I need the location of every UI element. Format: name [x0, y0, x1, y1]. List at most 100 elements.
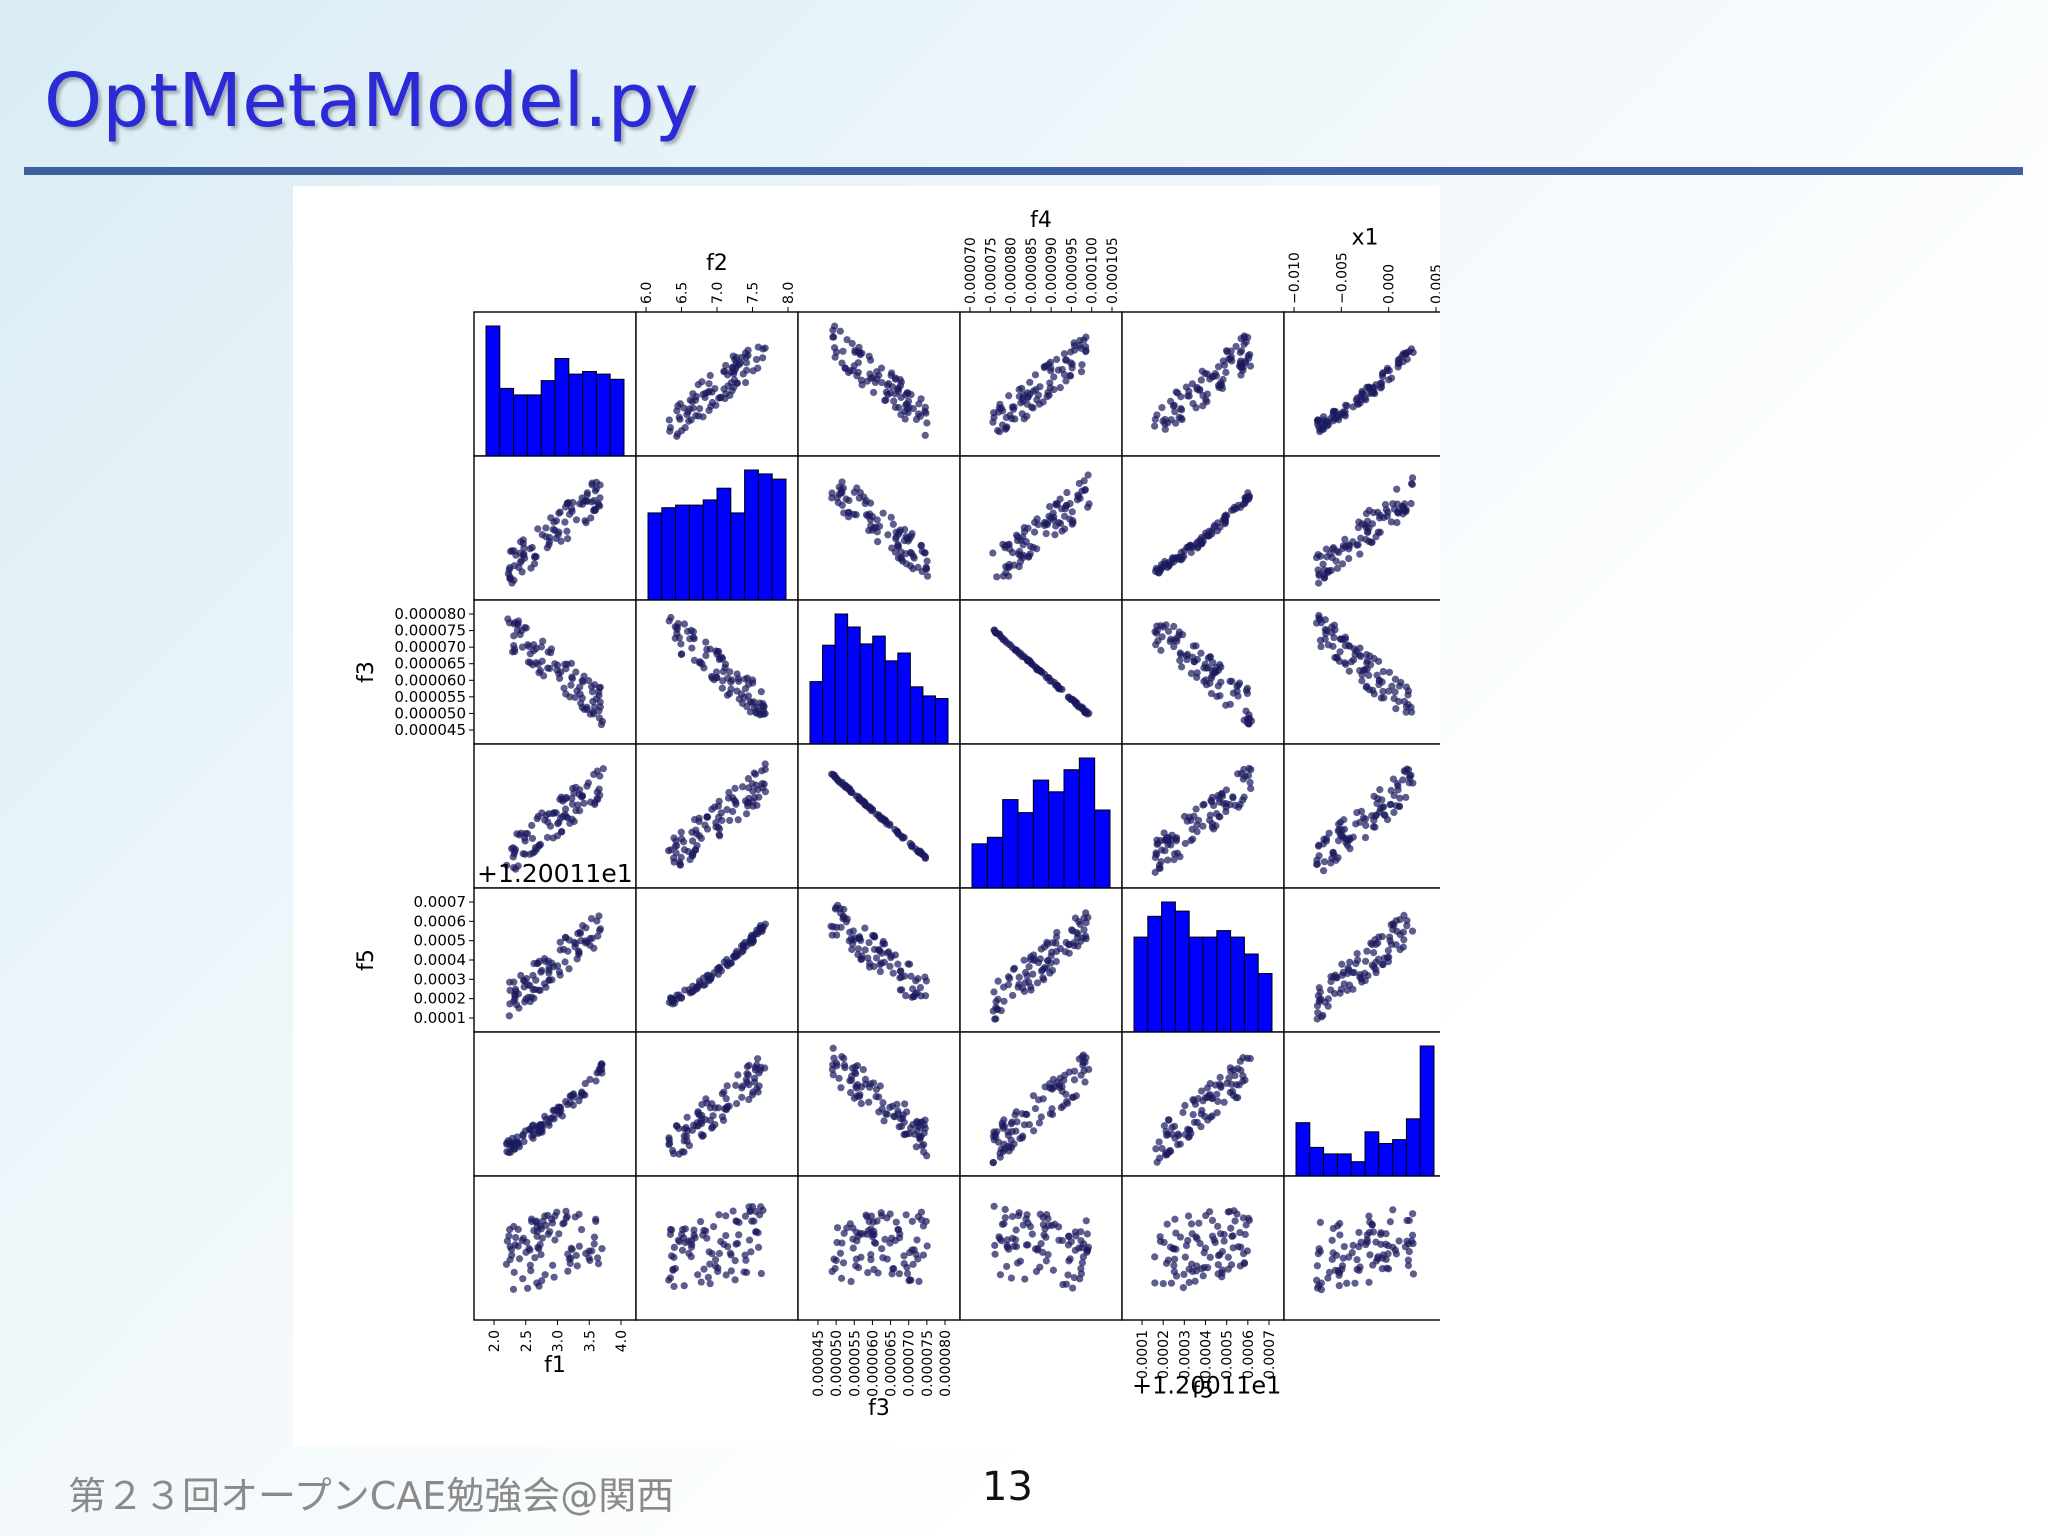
- scatter-point: [1314, 416, 1322, 424]
- scatter-point: [1362, 396, 1370, 404]
- scatter-point: [711, 803, 719, 811]
- axis-tick-label: 0.0007: [414, 893, 467, 911]
- scatter-point: [837, 909, 845, 917]
- scatter-point: [1375, 933, 1383, 941]
- scatter-point: [694, 1108, 702, 1116]
- scatter-point: [829, 1044, 837, 1052]
- scatter-point: [1386, 1218, 1394, 1226]
- scatter-point: [589, 506, 598, 515]
- scatter-point: [719, 677, 727, 685]
- scatter-point: [1062, 377, 1070, 385]
- scatter-point: [1192, 805, 1200, 813]
- scatter-point: [1331, 971, 1339, 979]
- scatter-point: [879, 1254, 887, 1262]
- scatter-point: [1062, 502, 1070, 510]
- scatter-point: [714, 1104, 723, 1112]
- scatter-point: [840, 1061, 848, 1069]
- scatter-point: [1004, 981, 1013, 989]
- scatter-point: [1324, 995, 1332, 1003]
- scatter-point: [721, 394, 729, 403]
- histogram-bar: [554, 358, 570, 457]
- scatter-point: [1358, 677, 1366, 685]
- scatter-point: [529, 849, 537, 857]
- scatter-point: [510, 632, 518, 640]
- scatter-point: [891, 1113, 899, 1121]
- scatter-point: [894, 540, 902, 548]
- scatter-point: [918, 547, 926, 555]
- scatter-point: [1027, 660, 1036, 668]
- scatter-point: [1369, 508, 1378, 517]
- scatter-point: [1008, 403, 1017, 411]
- scatter-point: [849, 1244, 857, 1252]
- matrix-cell: [1121, 599, 1285, 745]
- scatter-point: [1186, 1126, 1194, 1134]
- scatter-point: [520, 544, 528, 552]
- scatter-point: [1214, 1270, 1222, 1278]
- scatter-point: [1212, 372, 1220, 380]
- scatter-point: [1203, 390, 1211, 398]
- scatter-point: [894, 960, 902, 968]
- scatter-point: [999, 421, 1007, 429]
- axis-tick-label: 0.0004: [414, 951, 467, 969]
- scatter-point: [1069, 1284, 1077, 1292]
- scatter-point: [506, 986, 514, 994]
- scatter-point: [1363, 1231, 1371, 1239]
- scatter-point: [861, 800, 869, 808]
- scatter-point: [1402, 793, 1410, 801]
- scatter-point: [1081, 932, 1090, 940]
- scatter-point: [1029, 543, 1037, 552]
- scatter-point: [1184, 1236, 1192, 1245]
- scatter-point: [914, 563, 922, 572]
- scatter-point: [1381, 500, 1390, 509]
- scatter-point: [513, 1133, 521, 1141]
- scatter-point: [915, 1277, 923, 1285]
- scatter-point: [723, 806, 731, 814]
- axis-tick-label: 0.000080: [1004, 237, 1020, 304]
- scatter-point: [1361, 815, 1370, 823]
- scatter-point: [688, 837, 697, 845]
- scatter-point: [900, 1130, 908, 1139]
- scatter-point: [909, 1120, 917, 1129]
- scatter-point: [532, 1218, 540, 1226]
- scatter-point: [564, 535, 572, 543]
- scatter-point: [919, 1251, 928, 1259]
- scatter-point: [990, 1202, 998, 1210]
- scatter-point: [578, 793, 586, 801]
- scatter-point: [995, 428, 1004, 436]
- scatter-point: [1083, 1246, 1091, 1254]
- scatter-point: [878, 949, 886, 957]
- scatter-point: [1368, 538, 1376, 546]
- scatter-point: [1064, 1241, 1073, 1249]
- scatter-point: [1409, 1270, 1418, 1278]
- scatter-point: [591, 800, 599, 809]
- scatter-point: [1313, 1015, 1321, 1023]
- scatter-point: [586, 1075, 594, 1084]
- scatter-point: [674, 430, 682, 438]
- scatter-point: [1162, 836, 1170, 844]
- scatter-point: [991, 1250, 999, 1258]
- matrix-cell: [1283, 887, 1440, 1033]
- scatter-point: [1174, 1141, 1182, 1149]
- scatter-point: [531, 843, 540, 852]
- scatter-point: [1023, 1211, 1031, 1219]
- scatter-point: [1409, 348, 1417, 357]
- scatter-point: [693, 1119, 701, 1127]
- axis-offset-label: +1.20011e1: [477, 859, 633, 888]
- scatter-point: [514, 1225, 522, 1233]
- scatter-point: [1346, 845, 1354, 853]
- scatter-point: [989, 1158, 997, 1167]
- scatter-point: [1336, 1231, 1344, 1239]
- histogram-bar: [647, 512, 663, 601]
- scatter-point: [714, 1267, 722, 1276]
- scatter-point: [1213, 692, 1221, 701]
- scatter-point: [1223, 348, 1231, 356]
- scatter-point: [708, 1124, 716, 1132]
- scatter-point: [729, 1207, 737, 1215]
- scatter-point: [828, 931, 836, 939]
- scatter-point: [577, 1225, 586, 1234]
- scatter-point: [1324, 641, 1333, 649]
- scatter-point: [542, 1115, 550, 1123]
- histogram-bar: [971, 843, 988, 889]
- scatter-point: [596, 494, 604, 502]
- scatter-point: [1338, 831, 1346, 839]
